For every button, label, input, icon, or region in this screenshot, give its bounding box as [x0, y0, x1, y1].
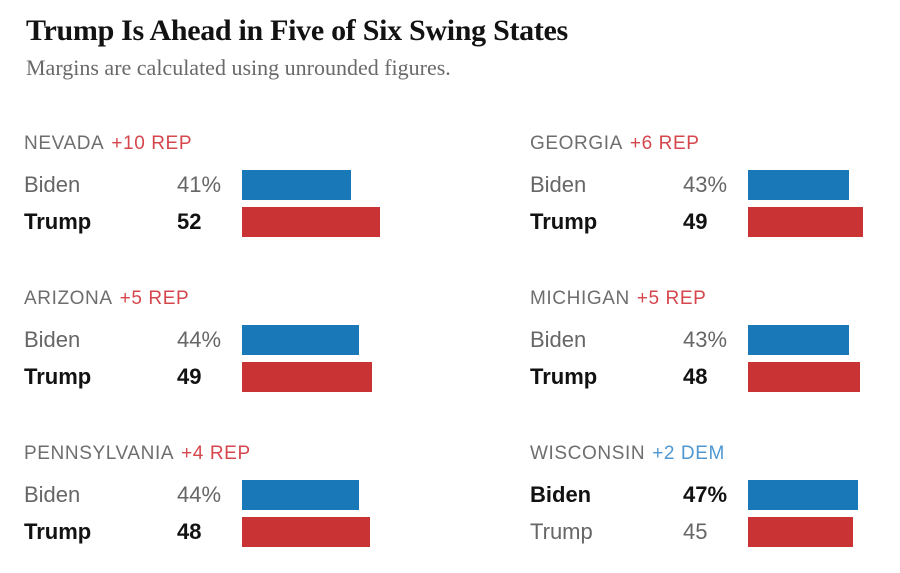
candidate-value: 52	[177, 209, 202, 234]
state-name: ARIZONA	[24, 288, 113, 309]
bar-track	[242, 480, 450, 510]
candidate-row-trump: Trump 45	[530, 517, 876, 547]
bar-track	[748, 207, 876, 237]
bar-track	[242, 362, 450, 392]
rep-bar	[748, 207, 863, 237]
state-panel-michigan: MICHIGAN +5 REP Biden 43% Trump 48	[530, 288, 876, 399]
bar-track	[242, 325, 450, 355]
candidate-name: Biden	[24, 172, 81, 197]
candidate-value: 44%	[177, 327, 222, 352]
rep-bar	[242, 207, 380, 237]
bar-track	[748, 362, 876, 392]
state-panel-pennsylvania: PENNSYLVANIA +4 REP Biden 44% Trump 48	[24, 443, 450, 554]
candidate-name: Trump	[24, 519, 92, 544]
dem-bar	[748, 325, 849, 355]
candidate-value: 48	[683, 364, 708, 389]
state-panel-nevada: NEVADA +10 REP Biden 41% Trump 52	[24, 133, 450, 244]
candidate-row-trump: Trump 52	[24, 207, 450, 237]
bar-track	[242, 517, 450, 547]
dem-bar	[242, 170, 351, 200]
candidate-value: 44%	[177, 482, 222, 507]
dem-bar	[242, 480, 359, 510]
candidate-value: 45	[683, 519, 708, 544]
state-panel-wisconsin: WISCONSIN +2 DEM Biden 47% Trump 45	[530, 443, 876, 554]
candidate-name: Trump	[530, 364, 598, 389]
bar-track	[242, 207, 450, 237]
panel-header: WISCONSIN +2 DEM	[530, 443, 876, 465]
dem-bar	[748, 170, 849, 200]
candidate-name: Biden	[530, 327, 587, 352]
panel-header: PENNSYLVANIA +4 REP	[24, 443, 450, 465]
panel-header: MICHIGAN +5 REP	[530, 288, 876, 310]
candidate-row-trump: Trump 49	[530, 207, 876, 237]
candidate-name: Trump	[24, 209, 92, 234]
margin-badge: +6 REP	[629, 133, 700, 154]
rep-bar	[748, 517, 853, 547]
margin-badge: +5 REP	[119, 288, 190, 309]
candidate-name: Biden	[24, 327, 81, 352]
dem-bar	[242, 325, 359, 355]
state-panels-grid: NEVADA +10 REP Biden 41% Trump 52 GEORGIA…	[24, 133, 900, 554]
candidate-row-trump: Trump 49	[24, 362, 450, 392]
state-panel-georgia: GEORGIA +6 REP Biden 43% Trump 49	[530, 133, 876, 244]
bar-track	[748, 517, 876, 547]
margin-badge: +5 REP	[636, 288, 707, 309]
candidate-name: Biden	[530, 172, 587, 197]
margin-badge: +10 REP	[111, 133, 193, 154]
candidate-row-trump: Trump 48	[24, 517, 450, 547]
panel-header: ARIZONA +5 REP	[24, 288, 450, 310]
state-name: NEVADA	[24, 133, 105, 154]
candidate-value: 49	[177, 364, 202, 389]
candidate-row-biden: Biden 44%	[24, 325, 450, 355]
candidate-value: 41%	[177, 172, 222, 197]
candidate-value: 43%	[683, 327, 728, 352]
candidate-row-trump: Trump 48	[530, 362, 876, 392]
margin-badge: +2 DEM	[652, 443, 725, 464]
chart-subtitle: Margins are calculated using unrounded f…	[26, 55, 451, 80]
candidate-name: Trump	[530, 519, 593, 544]
candidate-name: Biden	[530, 482, 592, 507]
bar-track	[748, 325, 876, 355]
panel-header: GEORGIA +6 REP	[530, 133, 876, 155]
bar-track	[242, 170, 450, 200]
candidate-row-biden: Biden 44%	[24, 480, 450, 510]
panel-header: NEVADA +10 REP	[24, 133, 450, 155]
bar-track	[748, 170, 876, 200]
dem-bar	[748, 480, 858, 510]
state-name: MICHIGAN	[530, 288, 630, 309]
candidate-row-biden: Biden 43%	[530, 325, 876, 355]
chart-title: Trump Is Ahead in Five of Six Swing Stat…	[26, 14, 568, 47]
candidate-row-biden: Biden 43%	[530, 170, 876, 200]
state-name: PENNSYLVANIA	[24, 443, 175, 464]
rep-bar	[242, 517, 370, 547]
bar-track	[748, 480, 876, 510]
candidate-value: 49	[683, 209, 708, 234]
state-name: GEORGIA	[530, 133, 623, 154]
state-panel-arizona: ARIZONA +5 REP Biden 44% Trump 49	[24, 288, 450, 399]
state-name: WISCONSIN	[530, 443, 646, 464]
rep-bar	[242, 362, 372, 392]
candidate-row-biden: Biden 47%	[530, 480, 876, 510]
candidate-name: Trump	[530, 209, 598, 234]
candidate-name: Biden	[24, 482, 81, 507]
candidate-value: 47%	[683, 482, 728, 507]
candidate-name: Trump	[24, 364, 92, 389]
candidate-value: 43%	[683, 172, 728, 197]
candidate-value: 48	[177, 519, 202, 544]
rep-bar	[748, 362, 860, 392]
margin-badge: +4 REP	[181, 443, 251, 464]
candidate-row-biden: Biden 41%	[24, 170, 450, 200]
